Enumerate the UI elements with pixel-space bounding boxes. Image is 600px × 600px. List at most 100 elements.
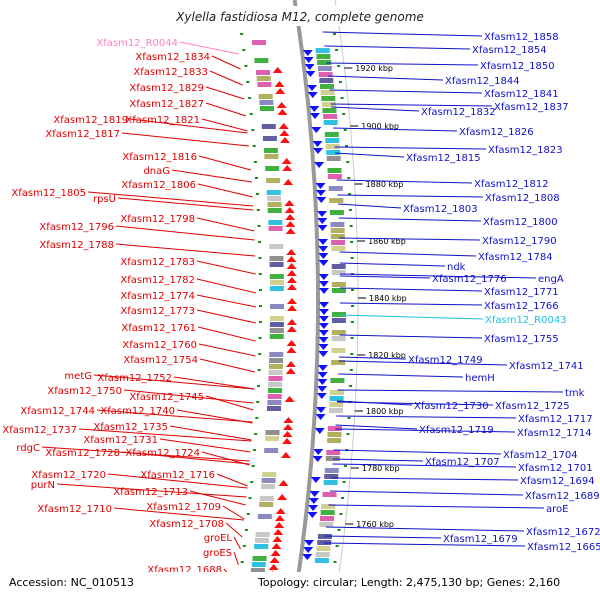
feature-block-reverse — [265, 430, 280, 435]
feature-block-forward — [327, 438, 342, 443]
left-gene-label: Xfasm12_1754 — [123, 355, 198, 366]
left-gene-label: Xfasm12_1720 — [31, 470, 106, 481]
gene-arrow-reverse — [280, 137, 290, 143]
feature-block-reverse — [256, 76, 271, 81]
gene-arrow-reverse — [274, 522, 285, 528]
feature-block-reverse — [261, 124, 276, 129]
guide-dot — [242, 49, 246, 51]
right-gene-label: Xfasm12_1850 — [480, 61, 555, 72]
feature-block-reverse — [260, 106, 274, 111]
ruler-label: 1780 kbp — [362, 464, 400, 473]
gene-arrow-reverse — [287, 305, 297, 311]
right-labels: Xfasm12_1858 Xfasm12_1854 Xfasm12_1850 Xfas… — [322, 31, 600, 553]
feature-block-reverse — [269, 286, 284, 291]
gene-arrow-forward — [307, 92, 318, 98]
gene-arrow-forward — [309, 491, 320, 497]
feature-block-forward — [317, 540, 332, 545]
right-gene-label: Xfasm12_1749 — [408, 355, 483, 366]
right-gene-label: Xfasm12_1823 — [488, 145, 563, 156]
guide-dot — [349, 369, 353, 371]
guide-dot — [349, 225, 353, 227]
right-gene-label: hemH — [465, 373, 495, 384]
gene-arrow-reverse — [280, 452, 291, 458]
feature-block-forward — [322, 108, 337, 113]
right-leader-line — [332, 458, 424, 462]
ruler-label: 1800 kbp — [366, 407, 404, 416]
left-gene-label: Xfasm12_1806 — [121, 180, 196, 191]
feature-block-forward — [321, 96, 336, 101]
gene-arrow-forward — [317, 225, 328, 231]
guide-dot — [259, 289, 262, 291]
guide-dot — [258, 321, 262, 323]
gene-arrow-forward — [318, 337, 329, 343]
feature-block-forward — [324, 132, 339, 137]
gene-arrow-reverse — [286, 347, 297, 353]
feature-block-forward — [326, 156, 341, 161]
left-gene-label: rdgC — [16, 443, 40, 454]
gene-arrow-forward — [319, 302, 329, 308]
feature-block-reverse — [270, 304, 284, 309]
left-leader-line — [225, 522, 243, 538]
guide-dot — [333, 561, 337, 563]
left-gene-label: groEL — [204, 533, 233, 544]
guide-dot — [346, 161, 350, 163]
left-gene-label: Xfasm12_1740 — [100, 406, 175, 417]
right-gene-label: Xfasm12_1707 — [425, 457, 500, 468]
left-gene-label: Xfasm12_1745 — [129, 392, 204, 403]
gene-arrow-reverse — [279, 130, 290, 136]
right-gene-label: Xfasm12_1694 — [520, 476, 595, 487]
right-gene-label: Xfasm12_1730 — [414, 401, 489, 412]
map-title: Xylella fastidiosa M12, complete genome — [175, 10, 424, 24]
gene-arrow-forward — [315, 183, 326, 189]
left-gene-label: Xfasm12_1708 — [149, 519, 224, 530]
feature-block-reverse — [269, 274, 284, 279]
left-leader-line — [87, 191, 254, 207]
gene-arrow-forward — [302, 554, 313, 560]
left-leader-line — [117, 197, 254, 211]
feature-block-reverse — [254, 58, 269, 63]
guide-dot — [347, 177, 351, 179]
guide-dot — [255, 417, 259, 419]
gene-arrow-reverse — [276, 102, 287, 108]
gene-arrow-reverse — [283, 179, 294, 185]
left-leader-line — [205, 86, 245, 100]
right-gene-label: Xfasm12_1689 — [525, 491, 600, 502]
feature-block-reverse — [261, 484, 275, 489]
right-leader-line — [337, 194, 484, 198]
feature-block-reverse — [269, 358, 284, 363]
feature-block-reverse — [269, 316, 284, 321]
right-leader-line — [333, 449, 502, 455]
feature-block-forward — [331, 240, 346, 245]
left-leader-line — [197, 183, 253, 198]
left-gene-label: Xfasm12_1796 — [39, 222, 114, 233]
feature-block-forward — [316, 54, 331, 59]
left-gene-label: Xfasm12_1750 — [47, 386, 122, 397]
gene-arrow-forward — [312, 456, 323, 462]
left-leader-line — [201, 118, 248, 132]
feature-block-forward — [330, 234, 345, 239]
right-gene-label: Xfasm12_1725 — [495, 401, 570, 412]
feature-block-forward — [317, 534, 332, 539]
feature-block-forward — [331, 270, 346, 275]
guide-dot — [253, 161, 257, 163]
feature-block-forward — [326, 450, 341, 455]
left-leader-line — [205, 102, 247, 117]
feature-block-forward — [327, 426, 342, 431]
guide-dot — [257, 225, 261, 227]
gene-arrow-forward — [314, 428, 325, 434]
gene-arrow-reverse — [282, 438, 292, 444]
feature-block-forward — [319, 78, 334, 83]
right-leader-line — [339, 314, 484, 320]
right-leader-line — [329, 89, 483, 94]
right-leader-line — [324, 535, 442, 539]
feature-block-forward — [323, 114, 338, 119]
left-gene-label: Xfasm12_1761 — [121, 323, 196, 334]
right-leader-line — [335, 152, 405, 158]
feature-block-reverse — [261, 478, 276, 483]
feature-block-reverse — [264, 448, 279, 453]
left-gene-label: Xfasm12_1827 — [129, 99, 204, 110]
gene-arrow-forward — [317, 218, 328, 224]
gene-arrow-forward — [313, 148, 323, 154]
guide-dot — [335, 49, 339, 51]
feature-block-forward — [332, 312, 346, 317]
